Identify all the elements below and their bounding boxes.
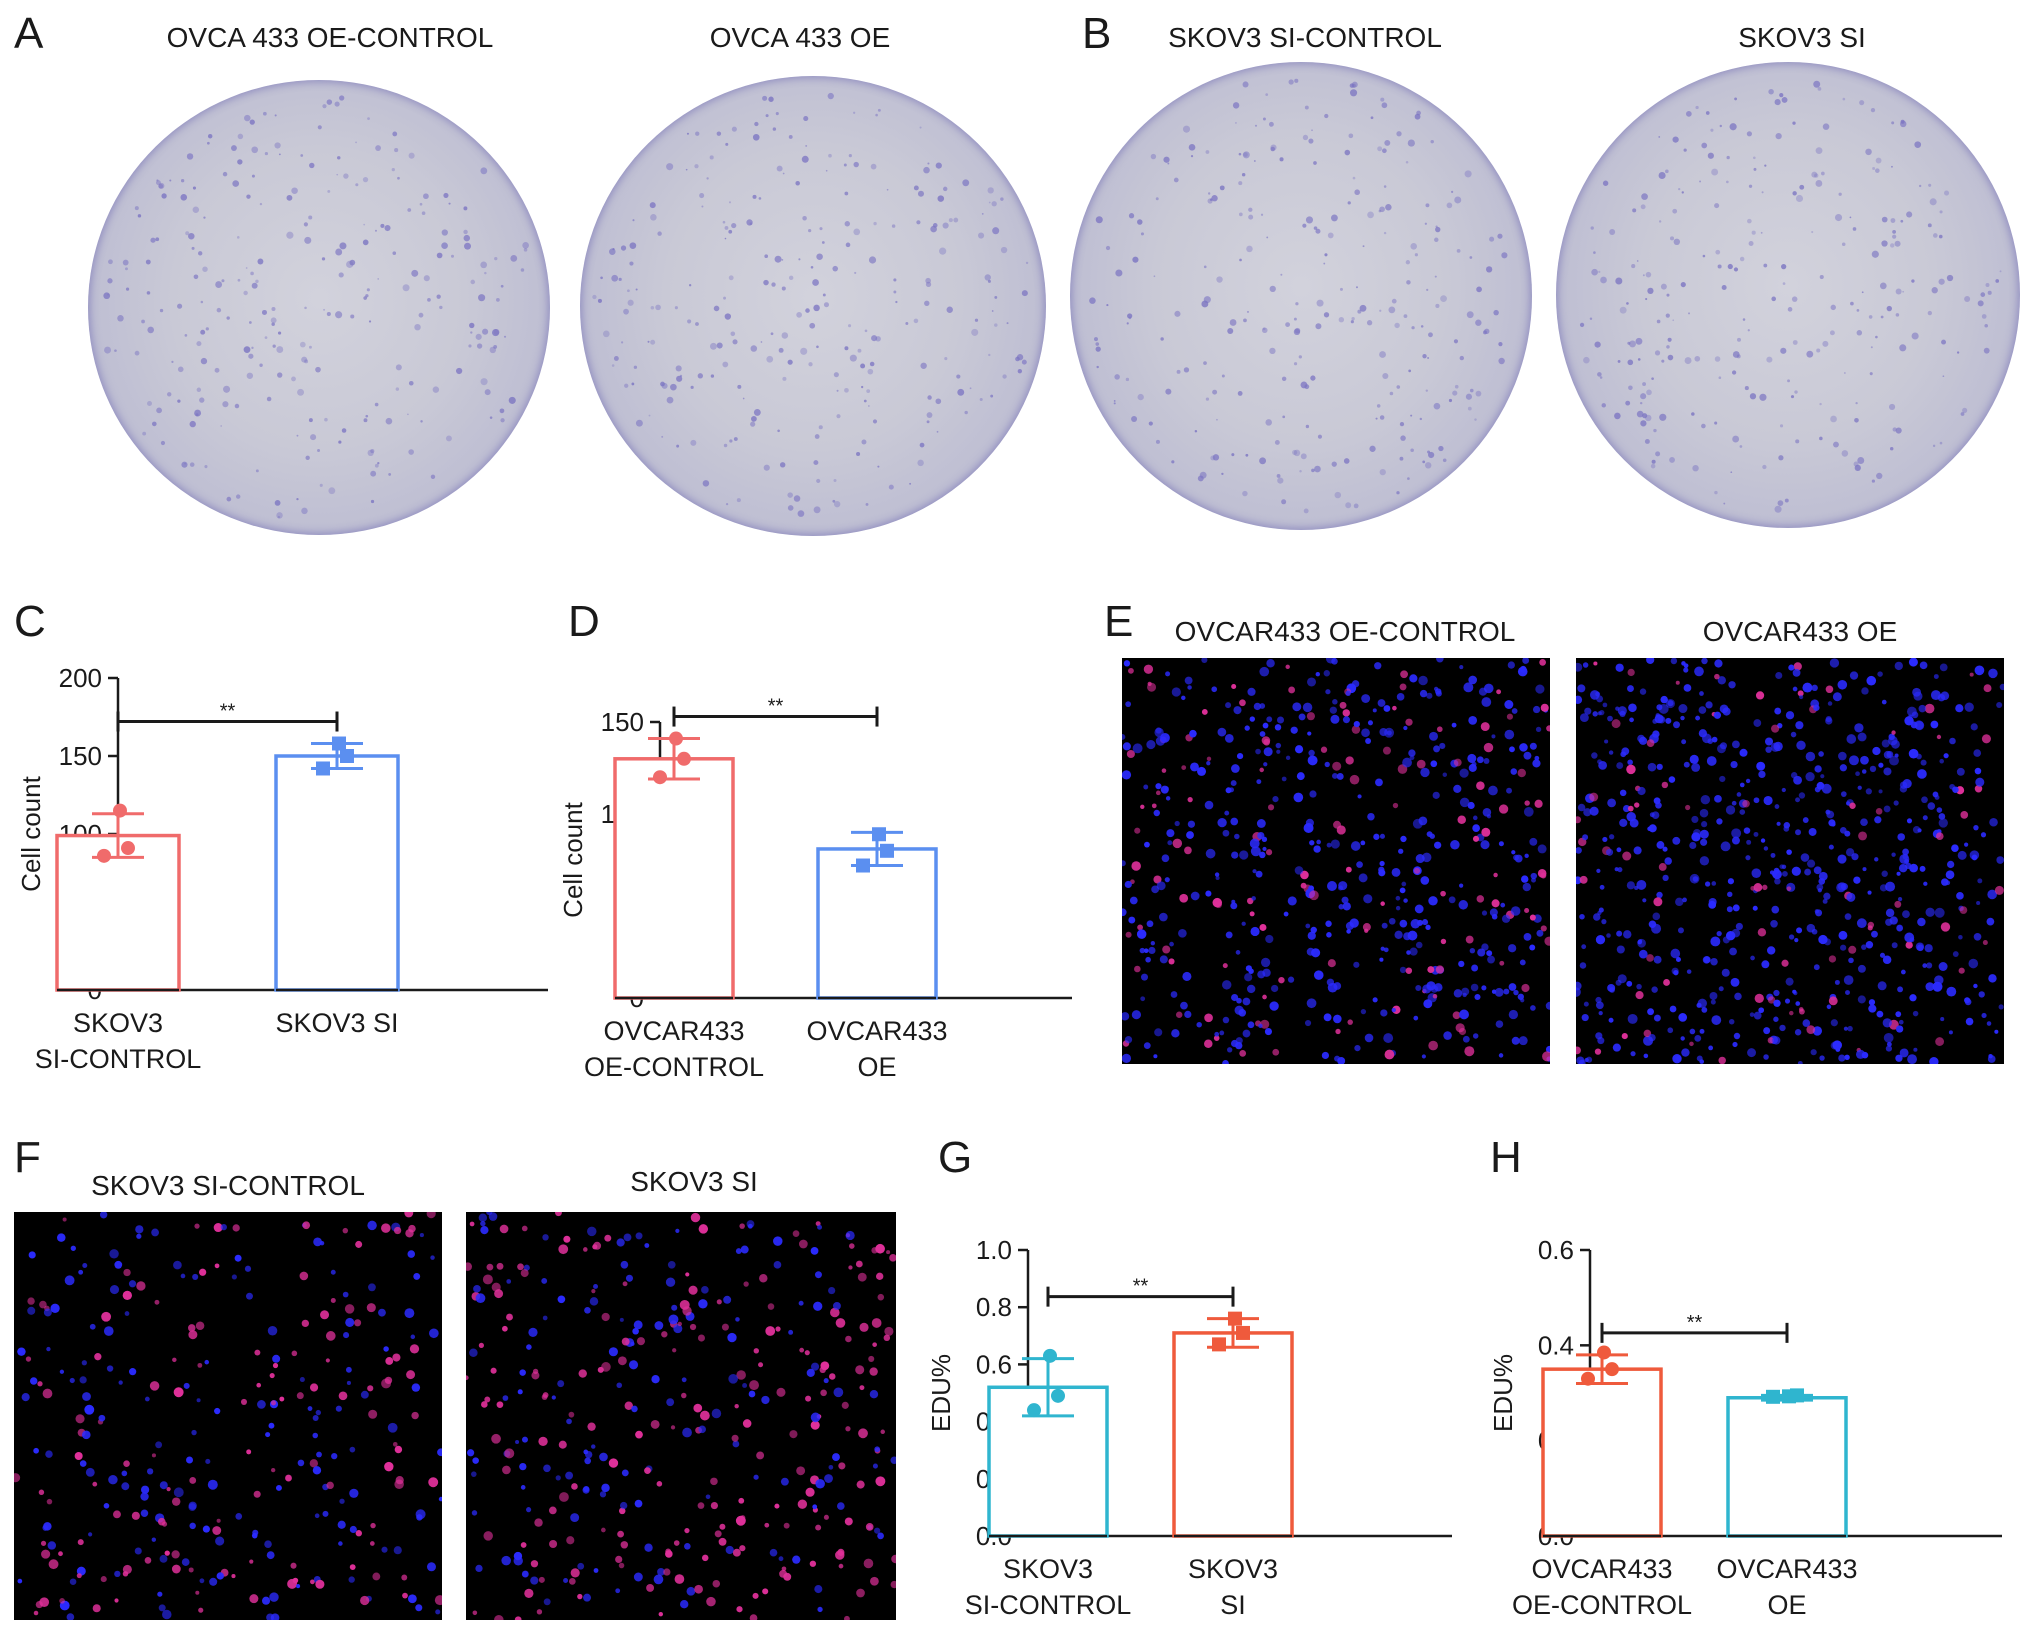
edu-image-skov3-si-control bbox=[14, 1212, 442, 1620]
category-label: SI bbox=[1220, 1590, 1246, 1620]
data-point bbox=[1051, 1388, 1065, 1403]
colony-dish-4 bbox=[1556, 62, 2020, 528]
y-axis-label: Cell count bbox=[16, 775, 46, 891]
data-point bbox=[1236, 1325, 1250, 1340]
colony-title-2: OVCA 433 OE bbox=[709, 22, 891, 53]
category-label: OE bbox=[1767, 1590, 1806, 1620]
category-label: SKOV3 SI bbox=[275, 1008, 398, 1038]
edu-e-title-1: OVCAR433 OE-CONTROL bbox=[1174, 616, 1516, 647]
bar bbox=[613, 757, 735, 1000]
bar-group bbox=[1172, 1311, 1294, 1538]
bar-group bbox=[1726, 1388, 1848, 1538]
bar bbox=[55, 833, 181, 992]
data-point bbox=[1605, 1362, 1619, 1377]
colony-dish-3 bbox=[1070, 62, 1532, 530]
edu-f-title-1: SKOV3 SI-CONTROL bbox=[91, 1170, 365, 1201]
y-tick-label: 150 bbox=[601, 707, 644, 737]
y-tick-label: 150 bbox=[59, 741, 102, 771]
data-point bbox=[97, 848, 111, 863]
data-point bbox=[1581, 1371, 1595, 1386]
significance-label: ** bbox=[1133, 1276, 1149, 1298]
data-point bbox=[1597, 1345, 1611, 1360]
category-label: OE-CONTROL bbox=[1512, 1590, 1692, 1620]
significance-label: ** bbox=[1687, 1312, 1703, 1334]
category-label: OE bbox=[857, 1052, 896, 1082]
colony-title-4: SKOV3 SI bbox=[1738, 22, 1866, 53]
data-point bbox=[677, 751, 691, 766]
y-tick-label: 200 bbox=[59, 663, 102, 693]
edu-image-ovcar433-oe bbox=[1576, 658, 2004, 1064]
data-point bbox=[316, 761, 330, 776]
y-axis-label: EDU% bbox=[926, 1354, 956, 1432]
bar-group bbox=[987, 1348, 1109, 1538]
bar-group bbox=[274, 736, 400, 992]
edu-image-skov3-si bbox=[466, 1212, 896, 1620]
data-point bbox=[872, 827, 886, 842]
y-axis-label: EDU% bbox=[1488, 1354, 1518, 1432]
colony-title-3: SKOV3 SI-CONTROL bbox=[1168, 22, 1442, 53]
data-point bbox=[1043, 1348, 1057, 1363]
category-label: SKOV3 bbox=[1188, 1554, 1278, 1584]
category-label: OVCAR433 bbox=[806, 1016, 947, 1046]
panel-letter-b: B bbox=[1082, 9, 1112, 58]
edu-e-title-2: OVCAR433 OE bbox=[1702, 616, 1898, 647]
y-tick-label: 0.8 bbox=[976, 1292, 1012, 1322]
data-point bbox=[880, 843, 894, 858]
bar-group bbox=[55, 803, 181, 992]
category-label: OE-CONTROL bbox=[584, 1052, 764, 1082]
significance-label: ** bbox=[768, 696, 784, 718]
chart-h-edu-percent: 0.00.20.40.6EDU%OVCAR433OE-CONTROLOVCAR4… bbox=[1488, 1235, 2002, 1620]
panel-letter-e: E bbox=[1104, 597, 1134, 646]
bar bbox=[1541, 1367, 1663, 1538]
data-point bbox=[1782, 1389, 1796, 1404]
panel-letter-f: F bbox=[14, 1133, 41, 1182]
data-point bbox=[856, 858, 870, 873]
category-label: OVCAR433 bbox=[603, 1016, 744, 1046]
data-point bbox=[332, 736, 346, 751]
chart-c-cell-count: 050100150200Cell countSKOV3SI-CONTROLSKO… bbox=[16, 663, 548, 1074]
data-point bbox=[113, 803, 127, 818]
bar bbox=[1726, 1396, 1848, 1538]
data-point bbox=[1228, 1311, 1242, 1326]
panel-letter-g: G bbox=[938, 1133, 973, 1182]
colony-dish-2 bbox=[580, 76, 1046, 536]
data-point bbox=[1212, 1337, 1226, 1352]
bar bbox=[274, 754, 400, 992]
category-label: SKOV3 bbox=[1003, 1554, 1093, 1584]
category-label: SI-CONTROL bbox=[35, 1044, 202, 1074]
data-point bbox=[1766, 1389, 1780, 1404]
chart-d-cell-count: 050100150Cell countOVCAR433OE-CONTROLOVC… bbox=[558, 696, 1072, 1082]
panel-letter-a: A bbox=[14, 9, 44, 58]
data-point bbox=[121, 841, 135, 856]
y-tick-label: 0.4 bbox=[1538, 1330, 1574, 1360]
y-tick-label: 1.0 bbox=[976, 1235, 1012, 1265]
bar-group bbox=[613, 731, 735, 1000]
chart-g-edu-percent: 0.00.20.40.60.81.0EDU%SKOV3SI-CONTROLSKO… bbox=[926, 1235, 1452, 1620]
category-label: SI-CONTROL bbox=[965, 1590, 1132, 1620]
y-tick-label: 0.6 bbox=[976, 1349, 1012, 1379]
colony-dish-1 bbox=[88, 80, 550, 535]
bar bbox=[816, 847, 938, 1000]
panel-letter-h: H bbox=[1490, 1133, 1522, 1182]
y-axis-label: Cell count bbox=[558, 801, 588, 917]
bar-group bbox=[1541, 1345, 1663, 1538]
bar-group bbox=[816, 827, 938, 1000]
data-point bbox=[653, 770, 667, 785]
colony-title-1: OVCA 433 OE-CONTROL bbox=[166, 22, 494, 53]
panel-letter-c: C bbox=[14, 597, 46, 646]
data-point bbox=[340, 749, 354, 763]
category-label: OVCAR433 bbox=[1531, 1554, 1672, 1584]
data-point bbox=[1027, 1403, 1041, 1418]
y-tick-label: 0.6 bbox=[1538, 1235, 1574, 1265]
data-point bbox=[669, 731, 683, 746]
edu-f-title-2: SKOV3 SI bbox=[630, 1166, 758, 1197]
edu-image-ovcar433-oe-control bbox=[1122, 658, 1550, 1064]
category-label: OVCAR433 bbox=[1716, 1554, 1857, 1584]
category-label: SKOV3 bbox=[73, 1008, 163, 1038]
bar bbox=[1172, 1331, 1294, 1538]
significance-label: ** bbox=[220, 701, 236, 723]
panel-letter-d: D bbox=[568, 597, 600, 646]
